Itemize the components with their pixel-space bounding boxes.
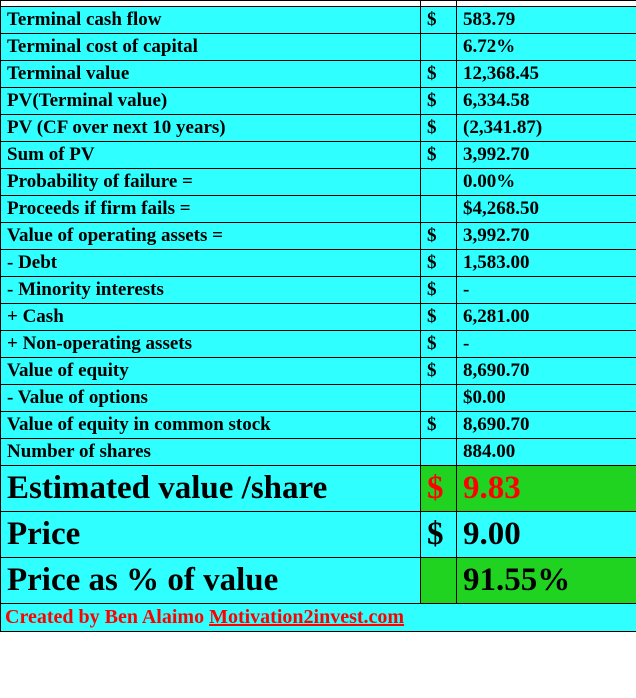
row-currency [421, 385, 457, 412]
price-currency: $ [421, 512, 457, 558]
row-label: Number of shares [1, 439, 421, 466]
row-value: 3,992.70 [457, 223, 636, 250]
table-row: Terminal cash flow $ 583.79 [1, 7, 636, 34]
row-value: 6,281.00 [457, 304, 636, 331]
row-value: 1,583.00 [457, 250, 636, 277]
table-row: Terminal cost of capital 6.72% [1, 34, 636, 61]
credit-row: Created by Ben Alaimo Motivation2invest.… [1, 604, 636, 632]
row-value: 8,690.70 [457, 358, 636, 385]
row-value: 6,334.58 [457, 88, 636, 115]
row-label: Value of equity [1, 358, 421, 385]
row-value: $0.00 [457, 385, 636, 412]
row-currency: $ [421, 277, 457, 304]
valuation-table: Terminal cash flow $ 583.79 Terminal cos… [0, 0, 636, 632]
estimated-value: 9.83 [457, 466, 636, 512]
table-row: - Value of options $0.00 [1, 385, 636, 412]
table-row: Value of operating assets = $ 3,992.70 [1, 223, 636, 250]
row-label: Sum of PV [1, 142, 421, 169]
price-row: Price $ 9.00 [1, 512, 636, 558]
estimated-label: Estimated value /share [1, 466, 421, 512]
table-row: Value of equity $ 8,690.70 [1, 358, 636, 385]
row-value: 12,368.45 [457, 61, 636, 88]
row-currency [421, 196, 457, 223]
row-currency: $ [421, 61, 457, 88]
table-row: - Minority interests $ - [1, 277, 636, 304]
credit-link[interactable]: Motivation2invest.com [209, 606, 404, 628]
row-value: (2,341.87) [457, 115, 636, 142]
estimated-value-row: Estimated value /share $ 9.83 [1, 466, 636, 512]
row-value: 0.00% [457, 169, 636, 196]
row-label: Value of equity in common stock [1, 412, 421, 439]
row-value: 583.79 [457, 7, 636, 34]
row-label: + Non-operating assets [1, 331, 421, 358]
row-label: Terminal cost of capital [1, 34, 421, 61]
row-currency: $ [421, 331, 457, 358]
row-value: 8,690.70 [457, 412, 636, 439]
row-label: PV(Terminal value) [1, 88, 421, 115]
row-currency: $ [421, 358, 457, 385]
table-row: - Debt $ 1,583.00 [1, 250, 636, 277]
row-label: Terminal value [1, 61, 421, 88]
row-currency: $ [421, 7, 457, 34]
price-value: 9.00 [457, 512, 636, 558]
row-currency: $ [421, 223, 457, 250]
price-pct-label: Price as % of value [1, 558, 421, 604]
row-label: Probability of failure = [1, 169, 421, 196]
row-currency: $ [421, 304, 457, 331]
table-row: + Cash $ 6,281.00 [1, 304, 636, 331]
table-row: Value of equity in common stock $ 8,690.… [1, 412, 636, 439]
row-label: - Minority interests [1, 277, 421, 304]
row-currency: $ [421, 115, 457, 142]
price-pct-value: 91.55% [457, 558, 636, 604]
row-currency: $ [421, 250, 457, 277]
estimated-currency: $ [421, 466, 457, 512]
row-label: PV (CF over next 10 years) [1, 115, 421, 142]
row-value: - [457, 277, 636, 304]
valuation-table-container: Terminal cash flow $ 583.79 Terminal cos… [0, 0, 636, 632]
row-label: Terminal cash flow [1, 7, 421, 34]
table-row: Proceeds if firm fails = $4,268.50 [1, 196, 636, 223]
row-currency: $ [421, 412, 457, 439]
row-value: 884.00 [457, 439, 636, 466]
row-currency: $ [421, 88, 457, 115]
row-label: Proceeds if firm fails = [1, 196, 421, 223]
row-currency [421, 34, 457, 61]
row-label: Value of operating assets = [1, 223, 421, 250]
table-row: Terminal value $ 12,368.45 [1, 61, 636, 88]
row-label: - Value of options [1, 385, 421, 412]
row-value: 6.72% [457, 34, 636, 61]
table-row: + Non-operating assets $ - [1, 331, 636, 358]
row-value: 3,992.70 [457, 142, 636, 169]
row-currency: $ [421, 142, 457, 169]
row-currency [421, 169, 457, 196]
table-row: Probability of failure = 0.00% [1, 169, 636, 196]
table-row: Number of shares 884.00 [1, 439, 636, 466]
price-pct-currency [421, 558, 457, 604]
table-row: PV (CF over next 10 years) $ (2,341.87) [1, 115, 636, 142]
row-currency [421, 439, 457, 466]
row-label: - Debt [1, 250, 421, 277]
price-label: Price [1, 512, 421, 558]
row-value: $4,268.50 [457, 196, 636, 223]
credit-prefix: Created by Ben Alaimo [5, 606, 209, 628]
row-value: - [457, 331, 636, 358]
price-pct-row: Price as % of value 91.55% [1, 558, 636, 604]
table-row: PV(Terminal value) $ 6,334.58 [1, 88, 636, 115]
table-row: Sum of PV $ 3,992.70 [1, 142, 636, 169]
row-label: + Cash [1, 304, 421, 331]
